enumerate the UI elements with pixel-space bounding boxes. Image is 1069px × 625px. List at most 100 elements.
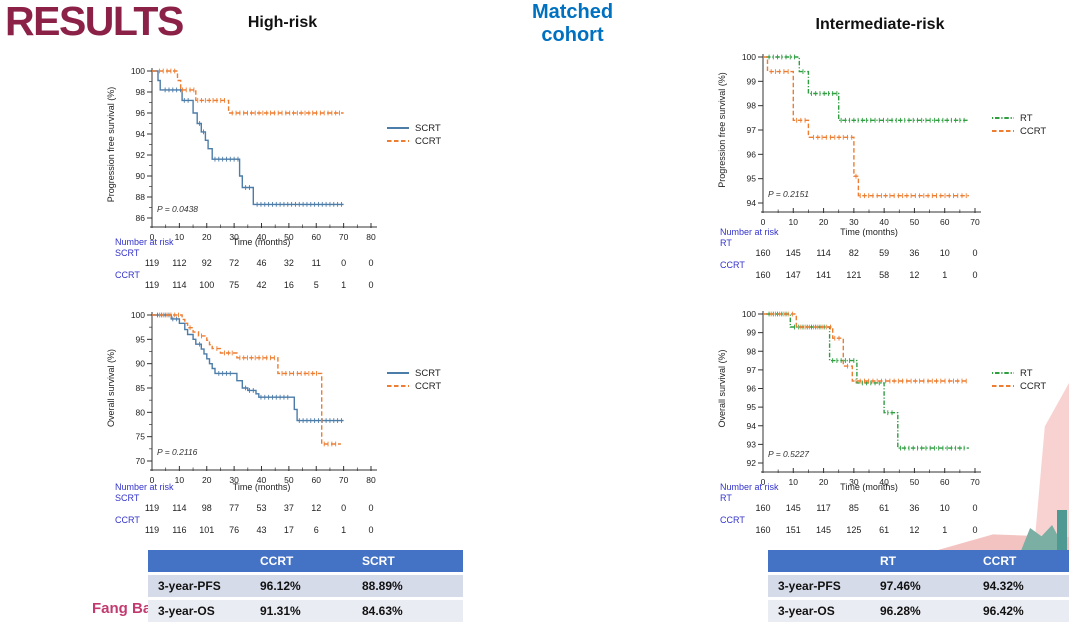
- intermediate-risk-label: Intermediate-risk: [815, 16, 945, 33]
- svg-text:40: 40: [257, 232, 267, 242]
- svg-text:0: 0: [368, 525, 373, 535]
- svg-text:6: 6: [314, 525, 319, 535]
- svg-text:77: 77: [229, 503, 239, 513]
- svg-text:0: 0: [368, 280, 373, 290]
- svg-text:145: 145: [786, 248, 801, 258]
- table-cell: 94.32%: [973, 575, 1069, 597]
- svg-text:Time (months): Time (months): [233, 237, 291, 247]
- svg-text:70: 70: [136, 456, 146, 466]
- svg-text:160: 160: [755, 248, 770, 258]
- svg-text:30: 30: [229, 475, 239, 485]
- svg-text:11: 11: [312, 258, 321, 268]
- svg-text:SCRT: SCRT: [415, 368, 441, 379]
- svg-text:Time (months): Time (months): [840, 482, 898, 492]
- svg-text:145: 145: [786, 503, 801, 513]
- svg-text:95: 95: [747, 174, 757, 184]
- table-header-cell: CCRT: [973, 550, 1069, 572]
- table-cell: 3-year-PFS: [148, 575, 250, 597]
- decorative-teal-bar: [1057, 510, 1067, 550]
- svg-text:100: 100: [131, 310, 145, 320]
- svg-text:92: 92: [747, 458, 757, 468]
- svg-text:93: 93: [747, 439, 757, 449]
- svg-text:75: 75: [136, 432, 146, 442]
- svg-text:CCRT: CCRT: [720, 515, 745, 525]
- svg-text:114: 114: [816, 248, 830, 258]
- svg-text:17: 17: [284, 525, 294, 535]
- svg-text:0: 0: [972, 525, 977, 535]
- table-header-cell: SCRT: [352, 550, 463, 572]
- svg-text:Number at risk: Number at risk: [115, 482, 174, 492]
- svg-text:76: 76: [229, 525, 239, 535]
- svg-text:75: 75: [229, 280, 239, 290]
- svg-text:70: 70: [970, 217, 980, 227]
- svg-text:Overall survival (%): Overall survival (%): [717, 349, 727, 427]
- table-cell: 3-year-OS: [768, 600, 870, 622]
- svg-text:90: 90: [136, 359, 146, 369]
- svg-text:72: 72: [229, 258, 239, 268]
- svg-text:CCRT: CCRT: [720, 260, 745, 270]
- svg-text:CCRT: CCRT: [115, 515, 140, 525]
- svg-text:SCRT: SCRT: [115, 248, 140, 258]
- svg-text:RT: RT: [1020, 368, 1033, 379]
- svg-text:95: 95: [747, 402, 757, 412]
- svg-text:151: 151: [786, 525, 801, 535]
- svg-text:0: 0: [368, 258, 373, 268]
- svg-text:CCRT: CCRT: [115, 270, 140, 280]
- svg-text:1: 1: [341, 280, 346, 290]
- table-cell: 3-year-PFS: [768, 575, 870, 597]
- svg-text:20: 20: [819, 477, 829, 487]
- svg-text:SCRT: SCRT: [115, 493, 140, 503]
- svg-text:0: 0: [150, 232, 155, 242]
- svg-text:70: 70: [339, 475, 349, 485]
- svg-text:98: 98: [202, 503, 212, 513]
- table-cell: 84.63%: [352, 600, 463, 622]
- svg-text:Number at risk: Number at risk: [720, 482, 779, 492]
- svg-text:50: 50: [284, 475, 294, 485]
- svg-text:82: 82: [849, 248, 859, 258]
- svg-text:37: 37: [284, 503, 294, 513]
- svg-text:1: 1: [942, 270, 947, 280]
- svg-text:40: 40: [879, 477, 889, 487]
- svg-text:98: 98: [136, 87, 146, 97]
- svg-text:94: 94: [136, 129, 146, 139]
- high-risk-label: High-risk: [247, 14, 318, 31]
- svg-text:112: 112: [172, 258, 186, 268]
- svg-text:10: 10: [175, 232, 185, 242]
- svg-text:145: 145: [816, 525, 831, 535]
- svg-text:36: 36: [909, 503, 919, 513]
- svg-text:1: 1: [341, 525, 346, 535]
- svg-text:30: 30: [849, 477, 859, 487]
- svg-text:5: 5: [314, 280, 319, 290]
- svg-text:42: 42: [256, 280, 266, 290]
- svg-text:160: 160: [755, 503, 770, 513]
- svg-text:92: 92: [136, 150, 146, 160]
- svg-text:60: 60: [312, 475, 322, 485]
- svg-text:20: 20: [819, 217, 829, 227]
- svg-text:96: 96: [747, 384, 757, 394]
- table-cell: 96.12%: [250, 575, 352, 597]
- svg-text:0: 0: [341, 258, 346, 268]
- svg-text:119: 119: [145, 503, 159, 513]
- svg-text:92: 92: [202, 258, 212, 268]
- svg-text:20: 20: [202, 232, 212, 242]
- svg-text:94: 94: [747, 421, 757, 431]
- svg-text:10: 10: [940, 248, 950, 258]
- svg-text:Overall survival (%): Overall survival (%): [106, 349, 116, 427]
- svg-text:60: 60: [940, 217, 950, 227]
- svg-text:60: 60: [940, 477, 950, 487]
- table-cell: 96.28%: [870, 600, 973, 622]
- svg-text:50: 50: [910, 217, 920, 227]
- table-cell: 96.42%: [973, 600, 1069, 622]
- svg-text:0: 0: [761, 477, 766, 487]
- table-header-cell: [148, 550, 250, 572]
- matched-cohort-label: Matched cohort: [531, 1, 614, 46]
- summary-table-high-risk: CCRT SCRT 3-year-PFS 96.12% 88.89% 3-yea…: [148, 550, 463, 622]
- svg-text:CCRT: CCRT: [1020, 381, 1046, 392]
- svg-text:P = 0.2151: P = 0.2151: [768, 189, 809, 199]
- svg-text:100: 100: [199, 280, 214, 290]
- km-chart-intermediate-risk-os: 92 93 94 95 96 97 98 99 100 0 10 20 30 40 50 60 70 Time (…: [700, 300, 1069, 550]
- svg-text:59: 59: [879, 248, 889, 258]
- svg-text:43: 43: [256, 525, 266, 535]
- svg-text:30: 30: [229, 232, 239, 242]
- svg-text:30: 30: [849, 217, 859, 227]
